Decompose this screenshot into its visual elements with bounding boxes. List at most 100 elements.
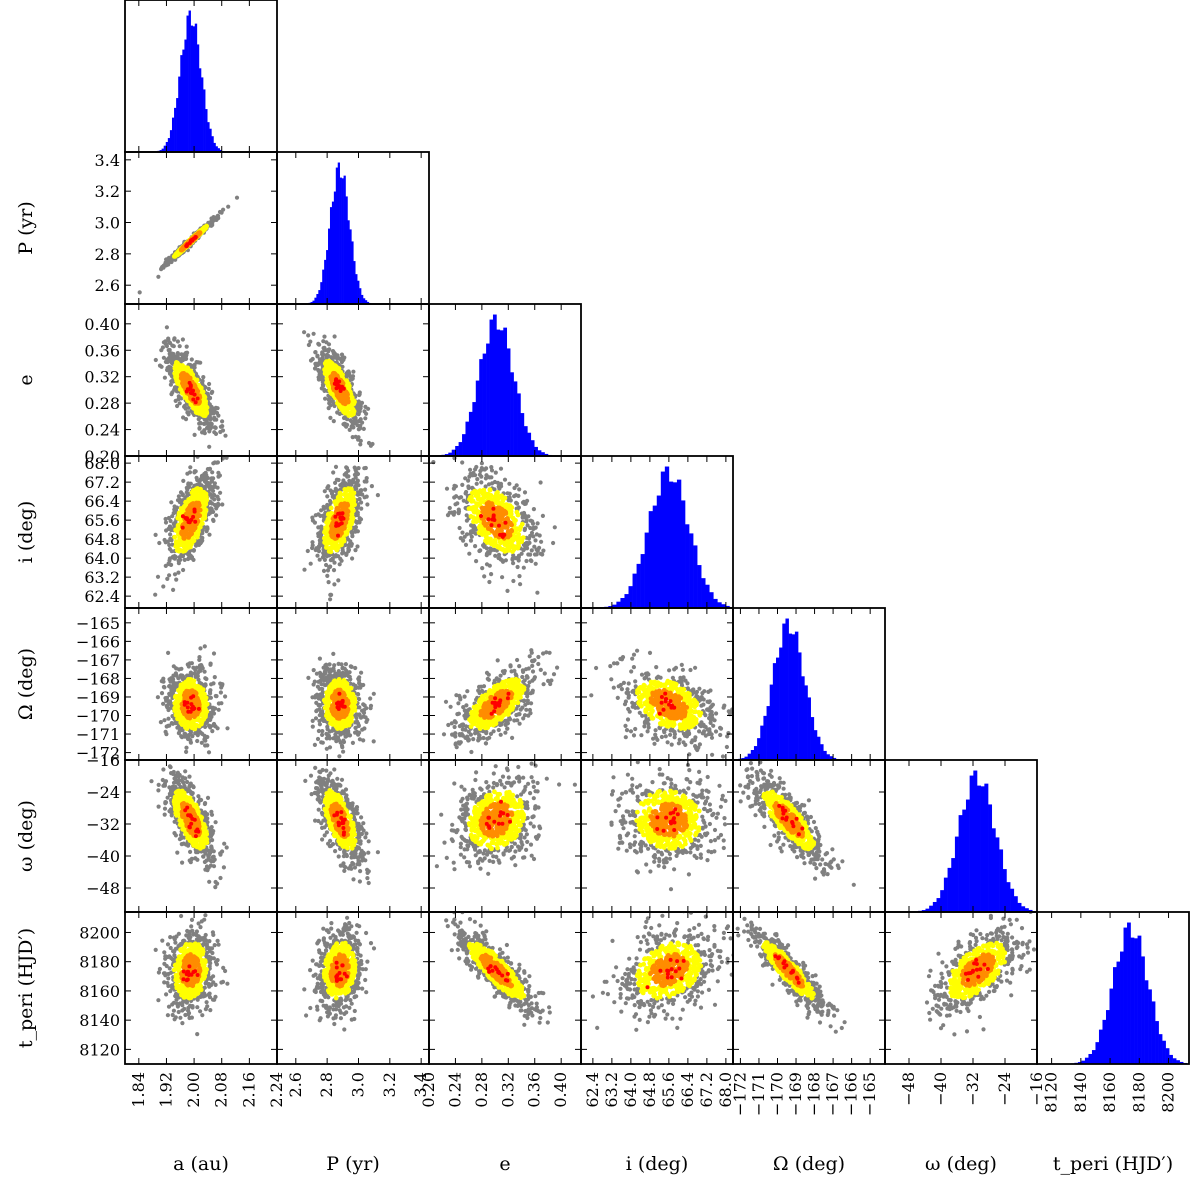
sample-point: [362, 495, 367, 500]
sample-point: [353, 548, 358, 553]
sample-point: [337, 411, 342, 416]
sample-point: [464, 513, 469, 518]
sample-point: [343, 395, 348, 400]
sample-point: [325, 573, 330, 579]
sample-point: [183, 406, 188, 411]
sample-point: [167, 364, 172, 369]
sample-point: [330, 371, 336, 377]
sample-point: [167, 542, 172, 548]
sample-point: [346, 369, 351, 374]
sample-point: [204, 720, 209, 725]
sample-point: [181, 535, 187, 541]
hist-bar-i-10: [628, 586, 633, 608]
sample-point: [489, 468, 495, 473]
sample-point: [175, 693, 181, 699]
sample-point: [184, 749, 189, 755]
hist-bar-e-22: [503, 327, 508, 456]
sample-point: [475, 501, 481, 507]
sample-point: [188, 740, 193, 745]
sample-point: [353, 417, 358, 422]
sample-point: [311, 331, 316, 336]
sample-point: [302, 330, 307, 335]
hist-bar-i-19: [664, 466, 670, 608]
sample-point: [358, 426, 363, 431]
sample-point: [169, 360, 174, 366]
hist-bar-a-5: [159, 150, 162, 152]
hist-bar-a-24: [198, 68, 202, 152]
sample-point: [508, 504, 513, 510]
best-fit-point: [333, 514, 338, 519]
sample-point: [352, 399, 357, 405]
sample-point: [164, 724, 169, 729]
sample-point: [522, 490, 528, 495]
sample-point: [197, 513, 203, 518]
sample-point: [182, 544, 187, 550]
sample-point: [302, 567, 307, 572]
best-fit-point: [186, 709, 191, 714]
hist-bar-P-34: [366, 301, 370, 304]
sample-point: [329, 527, 335, 533]
hist-bar-a-34: [219, 149, 223, 152]
sample-point: [174, 577, 179, 582]
sample-point: [310, 545, 315, 551]
hist-bar-a-23: [196, 44, 200, 152]
sample-point: [507, 531, 512, 537]
sample-point: [457, 525, 462, 531]
sample-point: [487, 487, 493, 493]
sample-point: [326, 511, 331, 517]
sample-point: [184, 745, 189, 750]
sample-point: [193, 667, 198, 673]
best-fit-point: [338, 389, 343, 393]
sample-point: [201, 705, 207, 711]
panel-i-vs-a: [124, 455, 278, 609]
sample-point: [212, 460, 217, 465]
hist-bar-i-21: [672, 482, 678, 608]
sample-point: [356, 411, 361, 416]
hist-bar-e-25: [513, 381, 518, 456]
sample-point: [207, 444, 212, 449]
hist-bar-P-5: [310, 302, 313, 304]
sample-point: [349, 492, 355, 498]
sample-point: [167, 524, 173, 529]
sample-point: [347, 427, 352, 432]
sample-point: [181, 478, 186, 483]
sample-point: [153, 357, 158, 363]
sample-point: [464, 518, 469, 523]
sample-point: [529, 530, 535, 535]
sample-point: [163, 359, 168, 364]
sample-point: [196, 360, 201, 365]
hist-bar-e-9: [458, 442, 463, 456]
hist-bar-i-29: [705, 584, 710, 608]
sample-point: [336, 477, 341, 483]
sample-point: [179, 720, 185, 726]
sample-point: [181, 415, 186, 420]
sample-point: [483, 476, 488, 481]
sample-point: [492, 487, 497, 492]
sample-point: [178, 506, 184, 511]
sample-point: [467, 551, 472, 556]
sample-point: [161, 584, 166, 589]
sample-point: [510, 515, 516, 521]
sample-point: [469, 523, 474, 528]
sample-point: [355, 512, 360, 518]
sample-point: [537, 545, 542, 551]
sample-point: [469, 495, 474, 500]
sample-point: [189, 723, 195, 728]
sample-point: [171, 587, 176, 593]
sample-point: [349, 424, 354, 429]
hist-bar-e-13: [472, 402, 477, 456]
sample-point: [493, 553, 498, 558]
hist-bar-i-11: [632, 573, 637, 608]
hist-bar-i-9: [624, 594, 629, 608]
sample-point: [196, 700, 202, 706]
hist-bar-i-17: [656, 495, 662, 608]
sample-point: [453, 484, 458, 489]
sample-point: [185, 487, 190, 492]
sample-point: [496, 555, 501, 561]
best-fit-point: [491, 513, 496, 518]
sample-point: [201, 477, 206, 482]
sample-point: [502, 477, 508, 482]
sample-point: [460, 482, 465, 487]
sample-point: [203, 676, 208, 681]
sample-point: [194, 730, 199, 735]
